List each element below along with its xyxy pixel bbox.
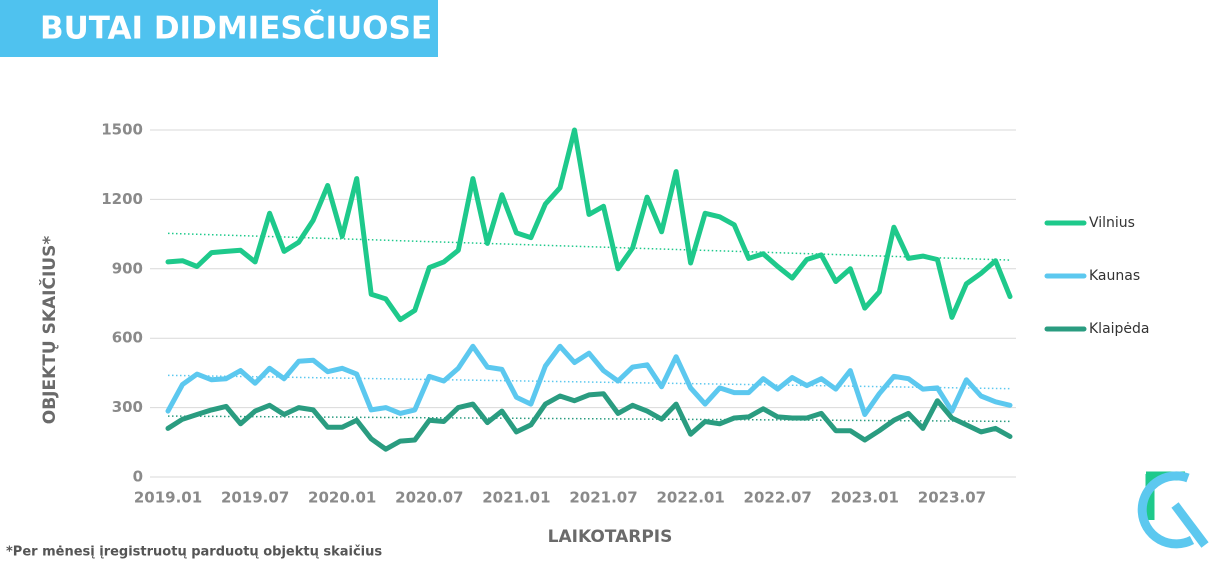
x-tick-label: 2020.01 xyxy=(308,489,376,507)
series-line xyxy=(165,391,1013,452)
series-line xyxy=(165,343,1013,417)
x-tick-label: 2023.01 xyxy=(831,489,899,507)
y-tick-label: 600 xyxy=(112,329,143,347)
x-axis-title: LAIKOTARPIS xyxy=(548,527,673,547)
y-tick-label: 900 xyxy=(112,259,143,277)
title-box xyxy=(0,0,438,57)
x-tick-label: 2022.01 xyxy=(656,489,724,507)
y-axis-title: OBJEKTŲ SKAIČIUS* xyxy=(38,236,60,425)
y-tick-label: 300 xyxy=(112,398,143,416)
y-tick-label: 1500 xyxy=(101,121,143,139)
trend-line xyxy=(167,415,1011,423)
logo xyxy=(1137,471,1209,549)
x-tick-label: 2020.07 xyxy=(395,489,463,507)
legend-label: Kaunas xyxy=(1089,268,1140,284)
x-tick-label: 2019.01 xyxy=(134,489,202,507)
x-tick-label: 2021.01 xyxy=(482,489,550,507)
legend-label: Vilnius xyxy=(1089,215,1135,231)
chart-title: BUTAI DIDMIESČIUOSE xyxy=(40,10,432,47)
x-tick-label: 2023.07 xyxy=(918,489,986,507)
trend-line xyxy=(167,232,1011,261)
footnote: *Per mėnesį įregistruotų parduotų objekt… xyxy=(6,545,382,560)
legend-label: Klaipėda xyxy=(1089,321,1150,337)
series-line xyxy=(165,127,1013,323)
trend-line xyxy=(167,374,1011,390)
x-tick-label: 2021.07 xyxy=(569,489,637,507)
y-tick-label: 1200 xyxy=(101,190,143,208)
x-tick-label: 2019.07 xyxy=(221,489,289,507)
x-tick-label: 2022.07 xyxy=(744,489,812,507)
y-tick-label: 0 xyxy=(133,468,143,486)
